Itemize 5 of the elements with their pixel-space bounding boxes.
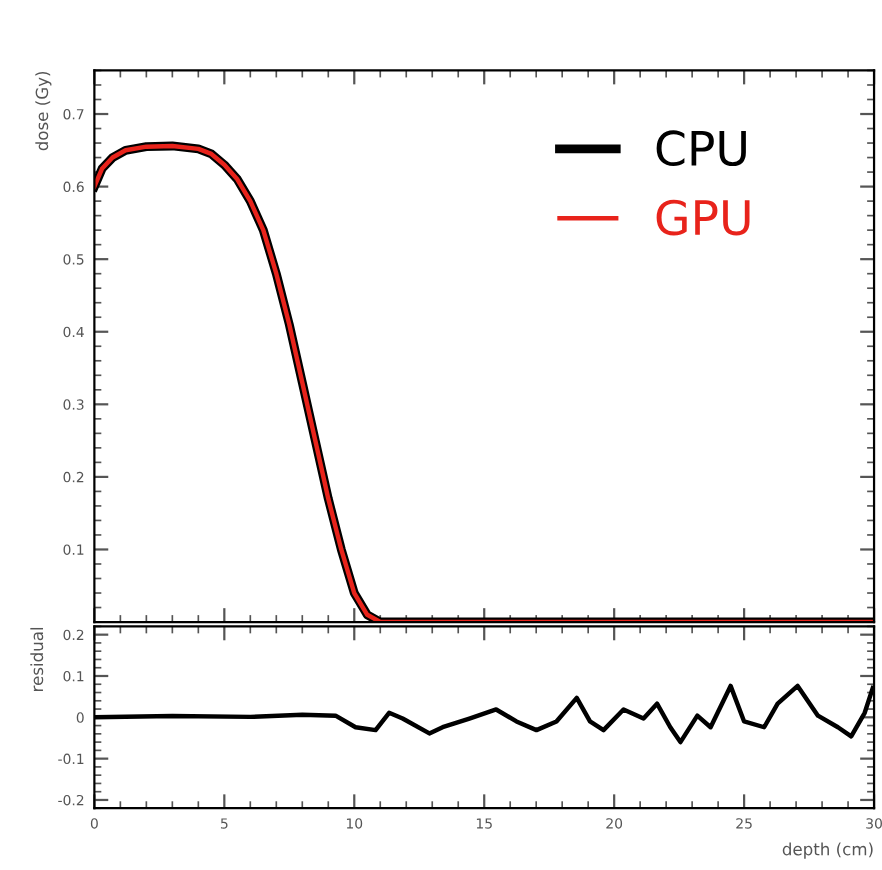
x-axis-title: depth (cm) (782, 842, 873, 859)
y-axis-title: residual (30, 627, 44, 691)
y-axis-title: dose (Gy) (35, 71, 52, 151)
legend-label: GPU (656, 199, 750, 236)
legend-label: CPU (656, 130, 746, 167)
